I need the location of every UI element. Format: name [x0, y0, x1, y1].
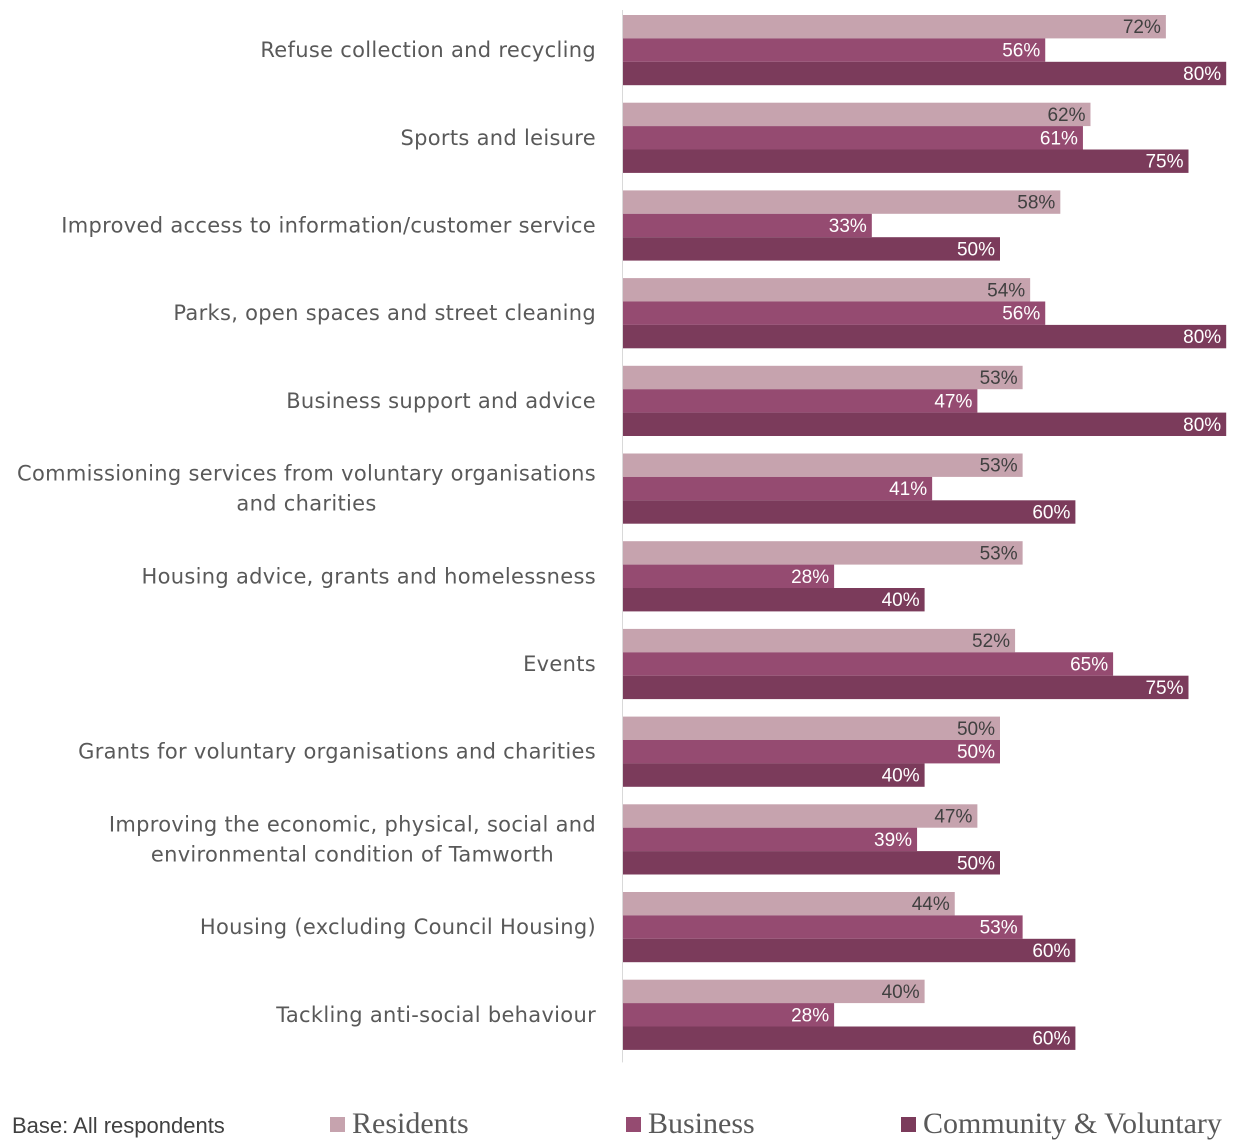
- value-label-community-voluntary-grants-for-voluntary-organisations-and-charities: 40%: [882, 766, 920, 787]
- value-label-residents-housing-advice-grants-and-homelessness: 53%: [980, 543, 1018, 564]
- bar-business-commissioning-services-from-voluntary-organisations-and-charities: [623, 476, 933, 501]
- bar-business-sports-and-leisure: [623, 126, 1083, 150]
- bar-business-parks-open-spaces-and-street-cleaning: [623, 301, 1046, 325]
- value-label-business-commissioning-services-from-voluntary-organisations-and-charities: 41%: [889, 479, 927, 500]
- legend-swatch-residents: [330, 1116, 345, 1132]
- category-label-improved-access-to-information-customer-service: Improved access to information/customer …: [61, 214, 596, 238]
- legend-label-community-voluntary: Community & Voluntary: [923, 1107, 1222, 1140]
- value-label-residents-tackling-anti-social-behaviour: 40%: [882, 982, 920, 1003]
- value-label-business-parks-open-spaces-and-street-cleaning: 56%: [1002, 304, 1040, 325]
- bar-community-voluntary-grants-for-voluntary-organisations-and-charities: [623, 763, 925, 787]
- value-label-business-business-support-and-advice: 47%: [934, 391, 972, 412]
- bar-residents-housing-excluding-council-housing: [623, 892, 955, 916]
- value-label-residents-commissioning-services-from-voluntary-organisations-and-charities: 53%: [980, 456, 1018, 477]
- value-label-business-housing-excluding-council-housing: 53%: [980, 918, 1018, 939]
- bar-residents-improved-access-to-information-customer-service: [623, 190, 1061, 214]
- bar-community-voluntary-sports-and-leisure: [623, 149, 1189, 173]
- bar-business-improving-the-economic-physical-social-and-environmental-condition-of-tamworth: [623, 827, 918, 852]
- category-label-refuse-collection-and-recycling: Refuse collection and recycling: [260, 38, 596, 62]
- bar-residents-parks-open-spaces-and-street-cleaning: [623, 278, 1031, 302]
- bar-community-voluntary-commissioning-services-from-voluntary-organisations-and-charities: [623, 500, 1076, 524]
- legend-item-business: Business: [626, 1107, 755, 1141]
- bar-business-tackling-anti-social-behaviour: [623, 1003, 835, 1027]
- bar-community-voluntary-improved-access-to-information-customer-service: [623, 237, 1000, 261]
- value-label-business-events: 65%: [1070, 655, 1108, 676]
- value-label-residents-refuse-collection-and-recycling: 72%: [1123, 17, 1161, 38]
- bar-community-voluntary-parks-open-spaces-and-street-cleaning: [623, 324, 1227, 349]
- legend-label-business: Business: [648, 1107, 755, 1140]
- category-label-commissioning-services-from-voluntary-organisations-and-charities: Commissioning services from voluntary or…: [17, 462, 596, 516]
- value-label-business-improving-the-economic-physical-social-and-environmental-condition-of-tamworth: 39%: [874, 830, 912, 851]
- value-label-community-voluntary-sports-and-leisure: 75%: [1145, 152, 1183, 173]
- bar-community-voluntary-tackling-anti-social-behaviour: [623, 1026, 1076, 1050]
- legend-swatch-business: [626, 1116, 641, 1132]
- legend-swatch-community-voluntary: [901, 1116, 916, 1132]
- category-label-grants-for-voluntary-organisations-and-charities: Grants for voluntary organisations and c…: [78, 740, 596, 764]
- value-label-business-grants-for-voluntary-organisations-and-charities: 50%: [957, 742, 995, 763]
- category-label-housing-advice-grants-and-homelessness: Housing advice, grants and homelessness: [142, 564, 596, 588]
- value-label-residents-parks-open-spaces-and-street-cleaning: 54%: [987, 280, 1025, 301]
- category-label-business-support-and-advice: Business support and advice: [286, 389, 596, 413]
- value-label-residents-events: 52%: [972, 631, 1010, 652]
- category-label-parks-open-spaces-and-street-cleaning: Parks, open spaces and street cleaning: [173, 301, 596, 325]
- legend-item-community-voluntary: Community & Voluntary: [901, 1107, 1222, 1141]
- bar-community-voluntary-housing-excluding-council-housing: [623, 938, 1076, 963]
- bar-business-business-support-and-advice: [623, 389, 978, 413]
- category-label-improving-the-economic-physical-social-and-environmental-condition-of-tamworth: Improving the economic, physical, social…: [109, 812, 596, 866]
- value-label-community-voluntary-tackling-anti-social-behaviour: 60%: [1032, 1029, 1070, 1050]
- category-label-tackling-anti-social-behaviour: Tackling anti-social behaviour: [275, 1003, 596, 1027]
- bar-business-improved-access-to-information-customer-service: [623, 213, 872, 238]
- value-label-business-refuse-collection-and-recycling: 56%: [1002, 41, 1040, 62]
- bar-community-voluntary-improving-the-economic-physical-social-and-environmental-condition-of-tamworth: [623, 851, 1000, 875]
- bar-residents-grants-for-voluntary-organisations-and-charities: [623, 716, 1000, 740]
- bar-residents-improving-the-economic-physical-social-and-environmental-condition-of-tamworth: [623, 804, 978, 828]
- bar-residents-housing-advice-grants-and-homelessness: [623, 541, 1023, 565]
- base-note: Base: All respondents: [12, 1113, 225, 1138]
- value-label-business-sports-and-leisure: 61%: [1040, 128, 1078, 149]
- bar-residents-commissioning-services-from-voluntary-organisations-and-charities: [623, 453, 1023, 477]
- value-label-community-voluntary-housing-excluding-council-housing: 60%: [1032, 941, 1070, 962]
- value-label-community-voluntary-business-support-and-advice: 80%: [1183, 415, 1221, 436]
- value-label-community-voluntary-refuse-collection-and-recycling: 80%: [1183, 64, 1221, 85]
- value-label-business-housing-advice-grants-and-homelessness: 28%: [791, 567, 829, 588]
- value-label-business-improved-access-to-information-customer-service: 33%: [829, 216, 867, 237]
- value-label-community-voluntary-housing-advice-grants-and-homelessness: 40%: [882, 590, 920, 611]
- bar-residents-sports-and-leisure: [623, 102, 1091, 127]
- value-label-residents-sports-and-leisure: 62%: [1047, 105, 1085, 126]
- value-label-residents-grants-for-voluntary-organisations-and-charities: 50%: [957, 719, 995, 740]
- bar-residents-business-support-and-advice: [623, 365, 1023, 390]
- bar-business-events: [623, 652, 1114, 676]
- value-label-community-voluntary-parks-open-spaces-and-street-cleaning: 80%: [1183, 327, 1221, 348]
- bar-residents-tackling-anti-social-behaviour: [623, 979, 925, 1004]
- bar-business-refuse-collection-and-recycling: [623, 38, 1046, 62]
- value-label-residents-improved-access-to-information-customer-service: 58%: [1017, 193, 1055, 214]
- value-label-business-tackling-anti-social-behaviour: 28%: [791, 1005, 829, 1026]
- bar-community-voluntary-business-support-and-advice: [623, 412, 1227, 436]
- category-label-events: Events: [523, 652, 596, 676]
- bar-business-grants-for-voluntary-organisations-and-charities: [623, 740, 1000, 764]
- value-label-residents-business-support-and-advice: 53%: [980, 368, 1018, 389]
- value-label-community-voluntary-improved-access-to-information-customer-service: 50%: [957, 239, 995, 260]
- category-label-sports-and-leisure: Sports and leisure: [400, 126, 596, 150]
- value-label-residents-housing-excluding-council-housing: 44%: [912, 894, 950, 915]
- value-label-community-voluntary-commissioning-services-from-voluntary-organisations-and-charities: 60%: [1032, 503, 1070, 524]
- bar-community-voluntary-refuse-collection-and-recycling: [623, 61, 1227, 86]
- bar-residents-refuse-collection-and-recycling: [623, 15, 1166, 39]
- legend-item-residents: Residents: [330, 1107, 469, 1141]
- bar-community-voluntary-events: [623, 675, 1189, 700]
- value-label-community-voluntary-events: 75%: [1145, 678, 1183, 699]
- value-label-community-voluntary-improving-the-economic-physical-social-and-environmental-condition-of-tamworth: 50%: [957, 853, 995, 874]
- bar-business-housing-advice-grants-and-homelessness: [623, 564, 835, 588]
- bar-business-housing-excluding-council-housing: [623, 915, 1023, 939]
- category-label-housing-excluding-council-housing: Housing (excluding Council Housing): [200, 915, 596, 939]
- bar-community-voluntary-housing-advice-grants-and-homelessness: [623, 588, 925, 612]
- bar-residents-events: [623, 628, 1016, 653]
- value-label-residents-improving-the-economic-physical-social-and-environmental-condition-of-tamworth: 47%: [934, 807, 972, 828]
- legend-label-residents: Residents: [352, 1107, 469, 1140]
